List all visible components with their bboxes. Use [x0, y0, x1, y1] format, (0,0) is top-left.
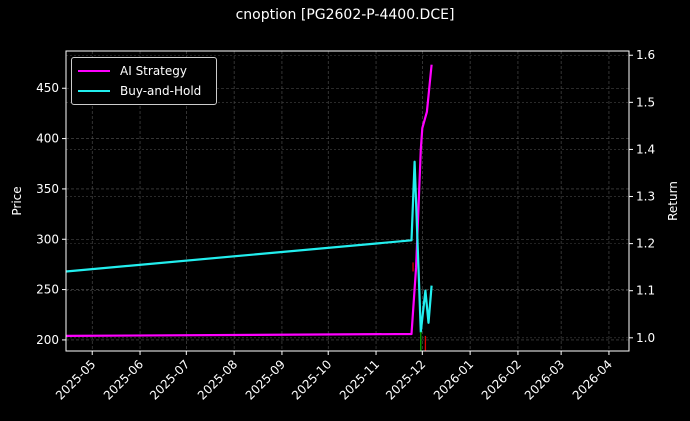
grid-lines: [66, 51, 629, 351]
x-tick-label: 2025-10: [289, 357, 334, 402]
x-tick-label: 2025-08: [195, 357, 240, 402]
y-axis-return: 1.0 1.1 1.2 1.3 1.4 1.5 1.6: [629, 48, 655, 345]
trade-markers: [412, 262, 427, 351]
y2-tick-label: 1.0: [636, 331, 655, 345]
y2-tick-label: 1.6: [636, 48, 655, 62]
series-lines: [65, 64, 433, 337]
x-tick-label: 2026-01: [431, 357, 476, 402]
y-tick-label: 200: [36, 333, 59, 347]
y2-tick-label: 1.5: [636, 95, 655, 109]
chart-title: cnoption [PG2602-P-4400.DCE]: [235, 7, 455, 23]
y-axis-label: Price: [10, 186, 24, 215]
series-line: [65, 64, 433, 337]
legend-item-buy-and-hold: Buy-and-Hold: [78, 82, 201, 100]
y-tick-label: 400: [36, 132, 59, 146]
y2-tick-label: 1.1: [636, 284, 655, 298]
series-line: [65, 160, 433, 333]
y2-axis-label: Return: [666, 181, 680, 221]
legend: AI Strategy Buy-and-Hold: [71, 57, 217, 105]
legend-swatch-icon: [78, 70, 110, 72]
plot-frame: [65, 50, 630, 352]
x-tick-label: 2025-06: [101, 357, 146, 402]
y-tick-label: 250: [36, 283, 59, 297]
y2-tick-label: 1.3: [636, 190, 655, 204]
x-tick-label: 2025-09: [243, 357, 288, 402]
legend-item-ai-strategy: AI Strategy: [78, 62, 187, 80]
y-tick-label: 350: [36, 182, 59, 196]
y2-tick-label: 1.4: [636, 142, 655, 156]
legend-swatch-icon: [78, 90, 110, 92]
x-tick-label: 2025-05: [53, 357, 98, 402]
x-tick-label: 2025-12: [383, 357, 428, 402]
x-tick-label: 2026-04: [570, 357, 615, 402]
x-tick-label: 2026-03: [522, 357, 567, 402]
x-tick-label: 2026-02: [479, 357, 524, 402]
legend-label: AI Strategy: [120, 64, 187, 78]
x-tick-label: 2025-11: [337, 357, 382, 402]
y-axis-price: 200 250 300 350 400 450: [36, 81, 66, 347]
y-tick-label: 300: [36, 232, 59, 246]
x-axis: 2025-05 2025-06 2025-07 2025-08 2025-09 2025-…: [53, 351, 615, 403]
y2-tick-label: 1.2: [636, 237, 655, 251]
y-tick-label: 450: [36, 81, 59, 95]
legend-label: Buy-and-Hold: [120, 84, 202, 98]
x-tick-label: 2025-07: [147, 357, 192, 402]
